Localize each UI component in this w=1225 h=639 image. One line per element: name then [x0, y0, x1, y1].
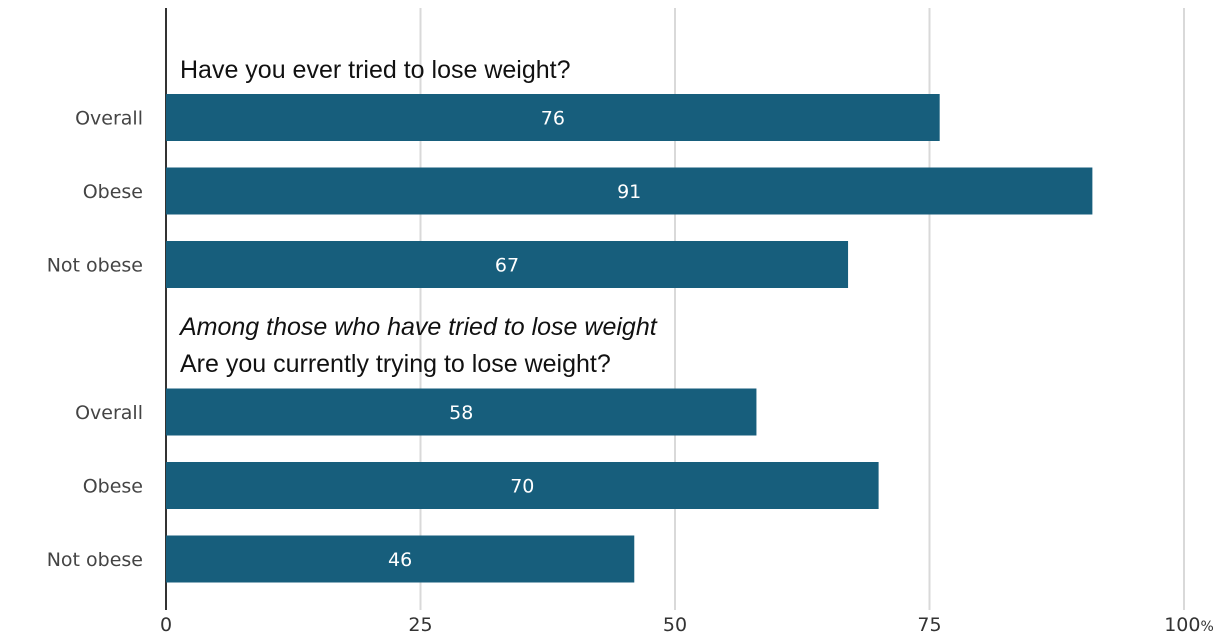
x-tick-label-100: 100% [1164, 614, 1214, 636]
bar-group-2-obese [166, 462, 879, 509]
category-label-group-2-overall: Overall [75, 402, 143, 424]
category-label-group-2-not-obese: Not obese [47, 549, 143, 571]
group-1-heading-1: Have you ever tried to lose weight? [180, 56, 571, 84]
category-label-group-1-obese: Obese [83, 181, 143, 203]
bar-group-1-not-obese [166, 241, 849, 288]
bar-value-label-group-2-overall: 58 [449, 402, 473, 424]
category-label-group-1-overall: Overall [75, 108, 143, 130]
x-tick-label-50: 50 [663, 614, 687, 636]
bar-value-label-group-1-overall: 76 [541, 108, 565, 130]
bar-group-1-obese [166, 167, 1093, 215]
bar-group-2-overall [166, 388, 757, 436]
bar-layer [166, 94, 1093, 583]
x-tick-label-75: 75 [917, 614, 941, 636]
bar-group-1-overall [166, 94, 940, 141]
group-2-heading-1: Among those who have tried to lose weigh… [178, 313, 658, 341]
label-layer: Have you ever tried to lose weight? 76 Ove… [47, 56, 658, 571]
category-label-group-2-obese: Obese [83, 476, 143, 498]
x-tick-unit-suffix: % [1200, 619, 1213, 635]
group-2-heading-2: Are you currently trying to lose weight? [180, 350, 611, 378]
bar-value-label-group-1-obese: 91 [617, 181, 641, 203]
x-axis: 0 25 50 75 100% [160, 614, 1214, 636]
bar-group-2-not-obese [166, 535, 635, 583]
bar-value-label-group-2-not-obese: 46 [388, 549, 412, 571]
category-label-group-1-not-obese: Not obese [47, 255, 143, 277]
x-tick-label-0: 0 [160, 614, 172, 636]
bar-value-label-group-1-not-obese: 67 [495, 255, 519, 277]
x-tick-label-25: 25 [408, 614, 432, 636]
bar-value-label-group-2-obese: 70 [510, 476, 534, 498]
